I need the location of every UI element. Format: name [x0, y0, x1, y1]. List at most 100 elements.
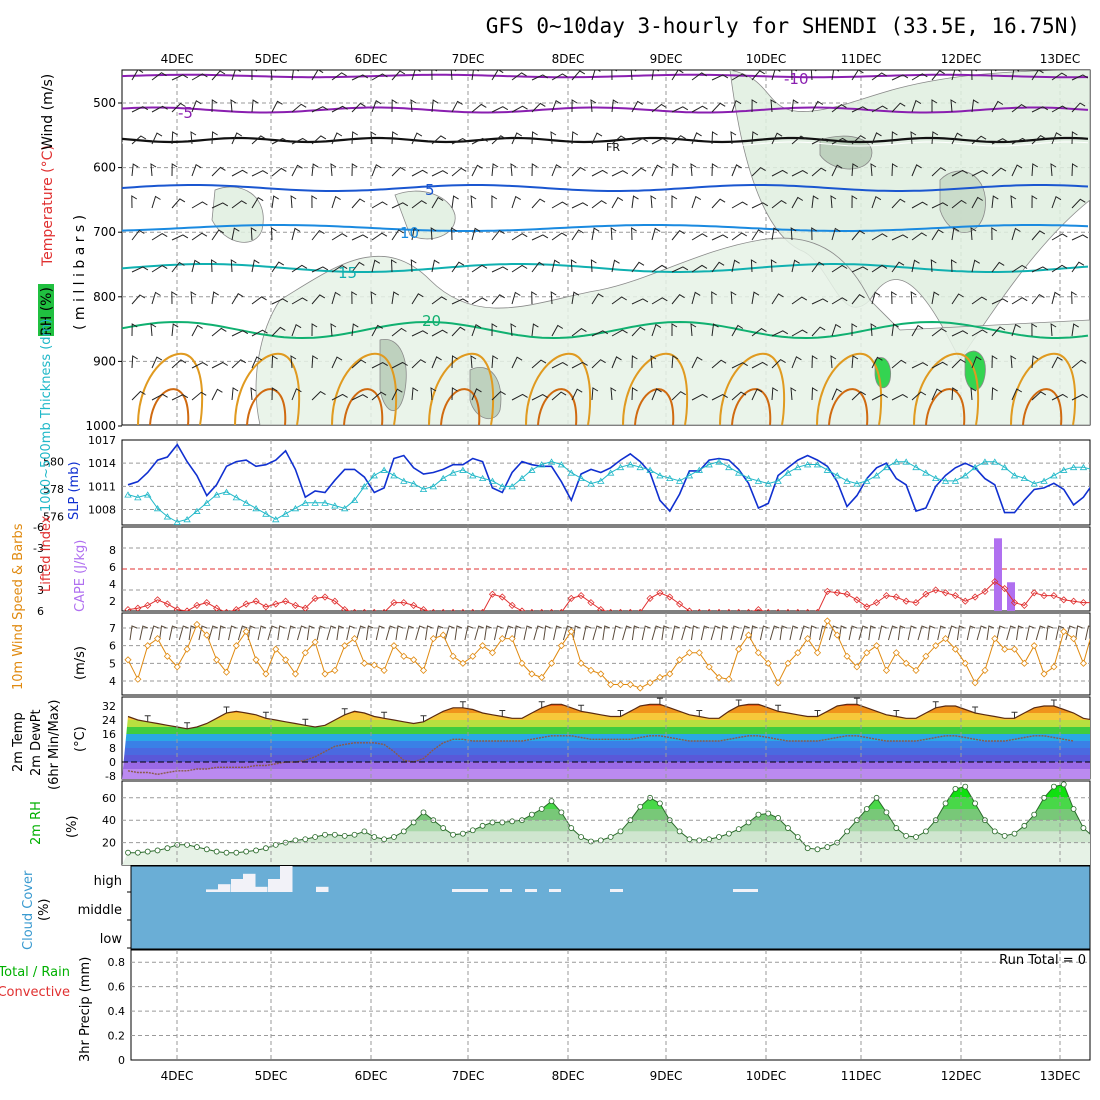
wind-barb: [411, 132, 423, 145]
wind-barb: [251, 170, 269, 177]
surface-wind-barb: [395, 625, 404, 641]
wind-speed-point: [626, 680, 634, 689]
cloud-bar: [500, 889, 512, 892]
thickness-point: [400, 477, 408, 484]
wind-barb: [191, 391, 207, 401]
wind-speed-point: [390, 642, 398, 650]
precip-grid: [131, 950, 1090, 1060]
wind-barb: [950, 259, 957, 273]
wind-barb: [751, 361, 768, 369]
wind-barb: [411, 169, 428, 177]
wind-barb: [190, 291, 197, 305]
thickness-point: [991, 458, 999, 465]
wind-barb: [491, 106, 509, 113]
wind-barb: [571, 388, 583, 401]
temp-band: [122, 713, 1090, 720]
rh-point: [775, 815, 781, 821]
thickness-point: [803, 461, 812, 468]
rh-point: [568, 825, 575, 831]
rh-point: [725, 830, 732, 837]
wind-barb: [731, 164, 742, 177]
li-point: [577, 592, 585, 600]
wind-barb: [211, 202, 229, 209]
wind-barb: [231, 169, 248, 177]
thickness-point: [340, 505, 349, 512]
wind-barb: [151, 291, 161, 305]
cloud-label: Cloud Cover: [21, 870, 36, 950]
wind-barb: [711, 359, 727, 369]
contour-label-m5: -5: [178, 104, 193, 122]
minmax-marker: [893, 710, 900, 717]
wind-speed-point: [685, 649, 694, 657]
wind-barb: [990, 70, 997, 81]
rh-point: [262, 845, 269, 852]
wind-barb: [691, 264, 708, 273]
contour-label-m10: -10: [784, 70, 809, 88]
wind-tick: 7: [109, 622, 116, 635]
wind-barb: [251, 135, 267, 145]
wind-barb: [811, 100, 824, 113]
rh-point: [1080, 825, 1087, 831]
date-label-top: 12DEC: [941, 52, 981, 66]
wind-barb: [731, 232, 748, 241]
wind-barb: [1071, 163, 1078, 177]
rh-point: [765, 810, 772, 817]
wind-barb: [390, 259, 397, 273]
wind-barb: [991, 298, 1009, 305]
rh-point: [578, 834, 584, 840]
surface-wind-barb: [572, 625, 581, 641]
wind-barb: [631, 195, 639, 209]
wind-barb: [771, 227, 780, 241]
wind-speed-point: [616, 680, 625, 689]
rh-point: [962, 783, 969, 790]
wind-barb: [771, 70, 781, 81]
minmax-marker: [381, 711, 388, 719]
precip-axis: 0.8 0.6 0.4 0.2 0: [108, 956, 126, 1067]
wind-barb: [210, 259, 217, 273]
li-point: [213, 604, 221, 611]
wind-barb: [1050, 163, 1057, 177]
precip-tick: 0.8: [108, 956, 126, 969]
minmax-marker: [578, 704, 585, 712]
thickness-point: [528, 466, 536, 473]
rh-area: [211, 186, 264, 243]
isotherm-minus-5: [122, 106, 1089, 114]
wind-speed-point: [784, 659, 792, 667]
wind-barb: [611, 99, 619, 113]
wind-barb: [391, 327, 407, 337]
rh-tick: 60: [102, 792, 116, 805]
wind-barb: [551, 99, 562, 113]
thickness-point: [833, 472, 841, 479]
wind-barb: [651, 70, 660, 81]
wind-speed-point: [951, 645, 959, 653]
wind-barb: [331, 356, 343, 369]
wind-speed-point: [410, 656, 418, 664]
wind-barb: [591, 169, 608, 177]
wind-barb: [571, 166, 586, 177]
wind-barb: [711, 291, 717, 305]
wind-barb: [290, 355, 297, 369]
wind-barb: [751, 131, 759, 145]
wind-barb: [891, 291, 897, 305]
surface-wind-barb: [681, 625, 691, 641]
wind-barb: [951, 70, 961, 81]
li-point: [971, 593, 979, 601]
wind-barb: [911, 73, 928, 81]
wind-barb: [410, 99, 417, 113]
li-point: [656, 589, 664, 597]
wind-speed-point: [577, 659, 585, 667]
wind-barb: [410, 259, 417, 273]
li-point: [1001, 585, 1009, 593]
thickness-point: [961, 472, 969, 479]
wind-speed-point: [705, 663, 713, 671]
li-point: [193, 601, 201, 609]
wind-barb: [131, 195, 138, 209]
wind-barb: [750, 259, 757, 273]
wind-barb: [851, 195, 858, 209]
wind-barb: [931, 328, 947, 337]
wind-speed-point: [193, 620, 201, 629]
wind-barb: [791, 356, 802, 369]
wind-barb: [671, 355, 679, 369]
wind-barb: [451, 138, 468, 145]
